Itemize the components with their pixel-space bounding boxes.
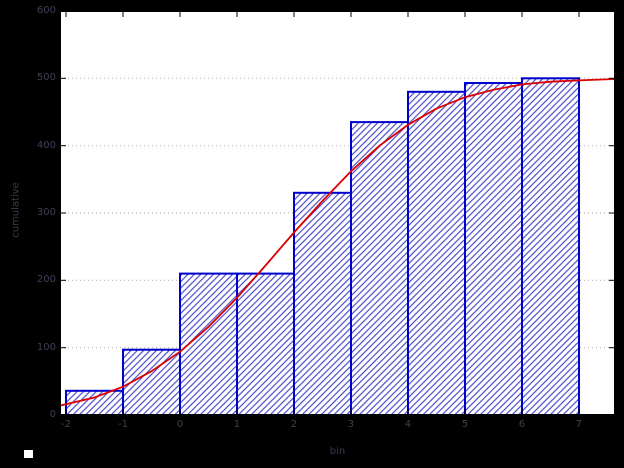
x-tick-label: 6 [518, 419, 526, 430]
histogram-bar [350, 121, 409, 415]
y-tick-label: 500 [36, 72, 56, 84]
x-tick-label: 3 [347, 419, 355, 430]
x-tick-label: 5 [461, 419, 469, 430]
x-axis-title: bin [329, 446, 346, 457]
x-tick-label: -1 [117, 419, 128, 430]
y-tick-label: 400 [36, 139, 56, 151]
x-tick-label: 0 [176, 419, 184, 430]
y-tick-label: 100 [36, 341, 56, 353]
y-tick-label: 200 [36, 274, 56, 286]
y-tick-label: 0 [49, 409, 56, 420]
cdf-curve [60, 78, 615, 407]
y-tick-label: 600 [36, 5, 56, 16]
y-axis-title: cumulative [10, 182, 22, 238]
plot-border [60, 11, 615, 415]
chart-canvas [60, 11, 615, 415]
histogram-bar [521, 77, 580, 415]
plot-area [60, 11, 615, 415]
x-tick-label: 7 [575, 419, 583, 430]
corner-marker [24, 450, 33, 458]
histogram-bar [464, 82, 523, 415]
histogram-bar [236, 272, 295, 415]
histogram-bar [293, 191, 352, 415]
x-tick-label: -2 [60, 419, 71, 430]
y-tick-label: 300 [36, 207, 56, 218]
x-tick-label: 2 [290, 419, 298, 430]
histogram-bar [407, 90, 466, 415]
x-tick-label: 4 [404, 419, 412, 430]
x-tick-label: 1 [233, 419, 241, 430]
